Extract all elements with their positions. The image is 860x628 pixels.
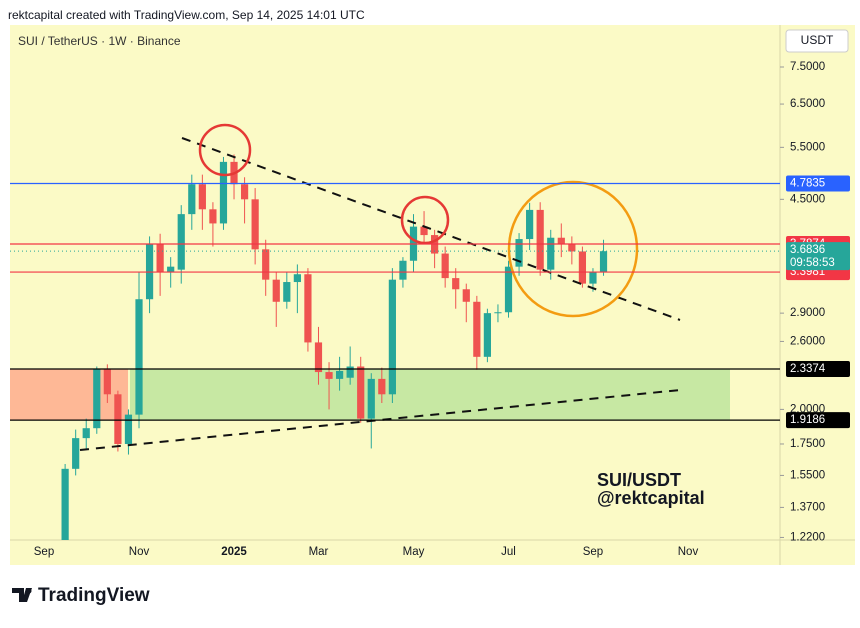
- annotation: @rektcapital: [597, 488, 705, 508]
- x-tick-label: Sep: [583, 546, 603, 558]
- candle-body: [473, 301, 481, 357]
- candle-body: [568, 244, 576, 252]
- candle-body: [483, 313, 491, 357]
- y-tick-label: 7.5000: [790, 61, 825, 73]
- candle-body: [388, 279, 396, 395]
- candle-body: [167, 266, 175, 272]
- trendline: [79, 389, 681, 451]
- candle-body: [589, 271, 597, 284]
- candle-body: [314, 342, 323, 373]
- highlight-circle: [507, 180, 639, 318]
- currency-box: [785, 29, 849, 53]
- candle-body: [262, 249, 270, 280]
- candle-body: [293, 274, 301, 283]
- x-tick-label: Nov: [678, 546, 699, 558]
- candle-body: [367, 378, 375, 419]
- candle-body: [188, 184, 196, 215]
- candle-body: [547, 237, 555, 270]
- candle-body: [325, 372, 333, 379]
- candle-body: [114, 394, 122, 444]
- chart-background: [10, 25, 855, 565]
- footer-brand: TradingView: [38, 585, 150, 606]
- candle-body: [441, 253, 449, 279]
- candle-body: [240, 184, 249, 200]
- level-label: 1.9186: [790, 414, 825, 426]
- y-tick-label: 2.6000: [790, 335, 825, 347]
- x-tick-label: Jul: [501, 546, 516, 558]
- candle-body: [399, 260, 407, 280]
- last-price-box: [786, 242, 850, 271]
- level-label-box: [786, 412, 850, 429]
- candle-body: [209, 209, 217, 224]
- candle-body: [82, 428, 90, 439]
- x-tick-label: 2025: [221, 546, 247, 558]
- highlight-circle: [198, 123, 252, 177]
- candle-body: [578, 251, 587, 284]
- y-tick-label: 5.5000: [790, 141, 825, 153]
- countdown-label: 09:58:53: [790, 257, 835, 269]
- highlight-circle: [400, 195, 450, 245]
- annotation: SUI/USDT: [597, 470, 681, 490]
- candle-body: [72, 438, 80, 469]
- y-tick-label: 6.5000: [790, 98, 825, 110]
- candle-body: [357, 366, 365, 419]
- candle-body: [452, 278, 460, 290]
- candle-body: [346, 366, 354, 378]
- level-label-box: [786, 175, 850, 192]
- header: rektcapital created with TradingView.com…: [8, 8, 365, 22]
- candle-body: [515, 239, 523, 267]
- candle-body: [494, 312, 502, 314]
- candle-body: [462, 289, 470, 302]
- candle-body: [283, 282, 291, 302]
- y-tick-label: 1.2200: [790, 531, 825, 543]
- chart-title: SUI / TetherUS · 1W · Binance: [18, 34, 181, 48]
- y-tick-label: 4.5000: [790, 193, 825, 205]
- level-label: 2.3374: [790, 363, 826, 375]
- candle-body: [135, 299, 143, 415]
- x-tick-label: Sep: [34, 546, 54, 558]
- y-tick-label: 1.7500: [790, 438, 825, 450]
- candle-body: [177, 214, 185, 270]
- last-price-label: 3.6836: [790, 244, 825, 256]
- candle-body: [156, 244, 164, 272]
- candle-body: [93, 368, 101, 429]
- candle-body: [304, 274, 312, 343]
- candle-body: [103, 368, 111, 395]
- level-label: 4.7835: [790, 178, 825, 190]
- x-tick-label: Mar: [309, 546, 329, 558]
- x-tick-label: Nov: [129, 546, 150, 558]
- level-label-box: [786, 361, 850, 378]
- tradingview-logo: [12, 588, 32, 602]
- y-tick-label: 2.9000: [790, 307, 825, 319]
- candle-body: [599, 251, 608, 272]
- trendline: [181, 137, 681, 321]
- candle-body: [61, 468, 69, 540]
- x-tick-label: May: [403, 546, 425, 558]
- candle-body: [219, 161, 228, 224]
- candle-body: [251, 199, 259, 250]
- y-tick-label: 1.5500: [790, 469, 825, 481]
- candle-body: [335, 370, 344, 379]
- plot-area: [10, 154, 730, 540]
- candle-body: [124, 414, 133, 444]
- candle-body: [420, 226, 428, 236]
- candle-body: [526, 209, 534, 240]
- candle-body: [378, 378, 386, 395]
- y-tick-label: 1.3700: [790, 501, 825, 513]
- candle-body: [557, 237, 565, 245]
- candle-body: [272, 279, 280, 302]
- candle-body: [536, 209, 544, 270]
- currency: USDT: [801, 33, 834, 47]
- candle-body: [198, 184, 206, 210]
- candle-body: [504, 266, 513, 313]
